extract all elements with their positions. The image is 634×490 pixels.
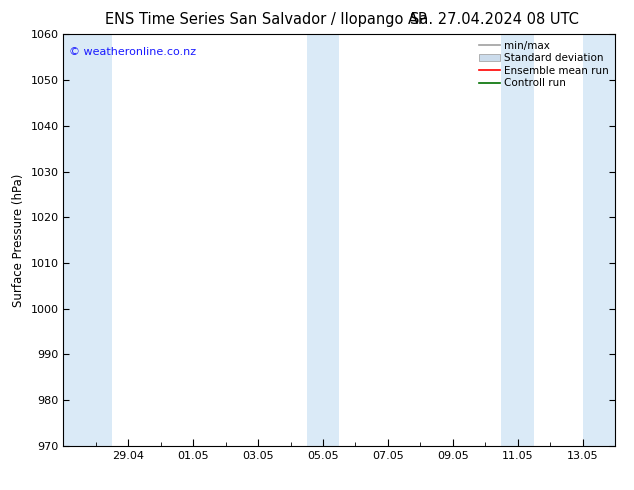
Text: ENS Time Series San Salvador / Ilopango AP: ENS Time Series San Salvador / Ilopango … <box>105 12 427 27</box>
Y-axis label: Surface Pressure (hPa): Surface Pressure (hPa) <box>12 173 25 307</box>
Text: © weatheronline.co.nz: © weatheronline.co.nz <box>69 47 196 57</box>
Legend: min/max, Standard deviation, Ensemble mean run, Controll run: min/max, Standard deviation, Ensemble me… <box>476 37 612 92</box>
Bar <box>501 34 534 446</box>
Bar <box>307 34 339 446</box>
Bar <box>583 34 615 446</box>
Text: Sa. 27.04.2024 08 UTC: Sa. 27.04.2024 08 UTC <box>410 12 579 27</box>
Bar <box>63 34 112 446</box>
